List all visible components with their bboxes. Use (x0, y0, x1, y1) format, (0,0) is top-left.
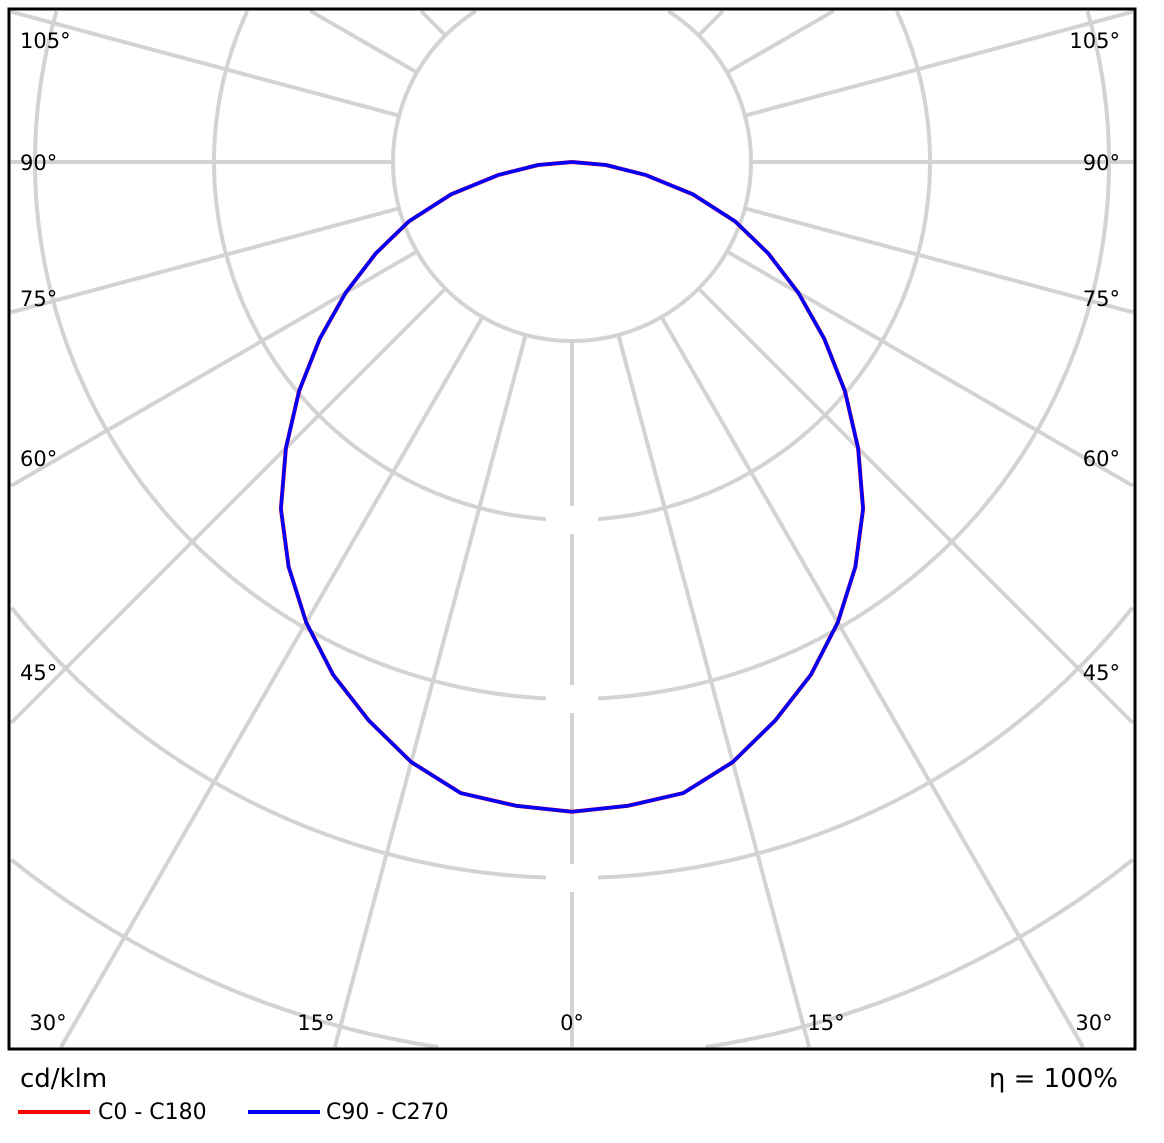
grid-ray (744, 9, 1134, 118)
grid-circle (391, 9, 753, 343)
intensity-curves (278, 160, 866, 814)
bottom-angle-label: 15° (807, 1011, 844, 1035)
unit-label: cd/klm (20, 1064, 108, 1094)
grid-ray (10, 206, 400, 315)
legend-label-c0-c180: C0 - C180 (98, 1100, 207, 1125)
grid-circle (9, 857, 1135, 1049)
grid-ray (309, 9, 418, 75)
grid-ray (659, 316, 1085, 1048)
polar-grid (9, 9, 1135, 1049)
grid-circle (10, 606, 1134, 880)
grid-ray (419, 9, 447, 37)
grid-circle (33, 10, 1111, 701)
grid-circle (212, 10, 932, 522)
right-angle-label: 60° (1083, 447, 1120, 471)
ring-label-mask (546, 685, 598, 713)
bottom-angle-label: 30° (1075, 1011, 1112, 1035)
legend-label-c90-c270: C90 - C270 (326, 1100, 449, 1125)
grid-ray (10, 249, 418, 488)
grid-ray (332, 334, 528, 1048)
grid-ray (697, 9, 725, 37)
efficiency-label: η = 100% (988, 1064, 1118, 1094)
grid-ray (9, 287, 447, 725)
left-angle-label: 60° (20, 447, 57, 471)
grid-ray (59, 316, 485, 1049)
ring-label-mask (546, 864, 598, 892)
grid-ray (744, 206, 1134, 315)
ring-label-mask (546, 506, 598, 534)
left-angle-label: 75° (20, 287, 57, 311)
grid-ray (10, 9, 400, 118)
right-angle-label: 45° (1083, 661, 1120, 685)
grid-ray (697, 287, 1135, 725)
grid-ray (726, 249, 1134, 488)
right-angle-label: 75° (1083, 287, 1120, 311)
bottom-angle-label: 15° (297, 1011, 334, 1035)
angle-labels: 105° 90° 75° 60° 45° 105° 90° 75° 60° 45… (20, 29, 1120, 1035)
bottom-angle-label: 30° (29, 1011, 66, 1035)
bottom-angle-label: 0° (560, 1011, 584, 1035)
left-angle-label: 105° (20, 29, 71, 53)
right-angle-label: 90° (1083, 151, 1120, 175)
series-line-c90-c270 (279, 160, 865, 814)
chart-frame (7, 7, 1137, 1051)
grid-ray (616, 334, 812, 1048)
left-angle-label: 45° (20, 661, 57, 685)
left-angle-label: 90° (20, 151, 57, 175)
grid-ray (726, 9, 835, 75)
right-angle-label: 105° (1069, 29, 1120, 53)
